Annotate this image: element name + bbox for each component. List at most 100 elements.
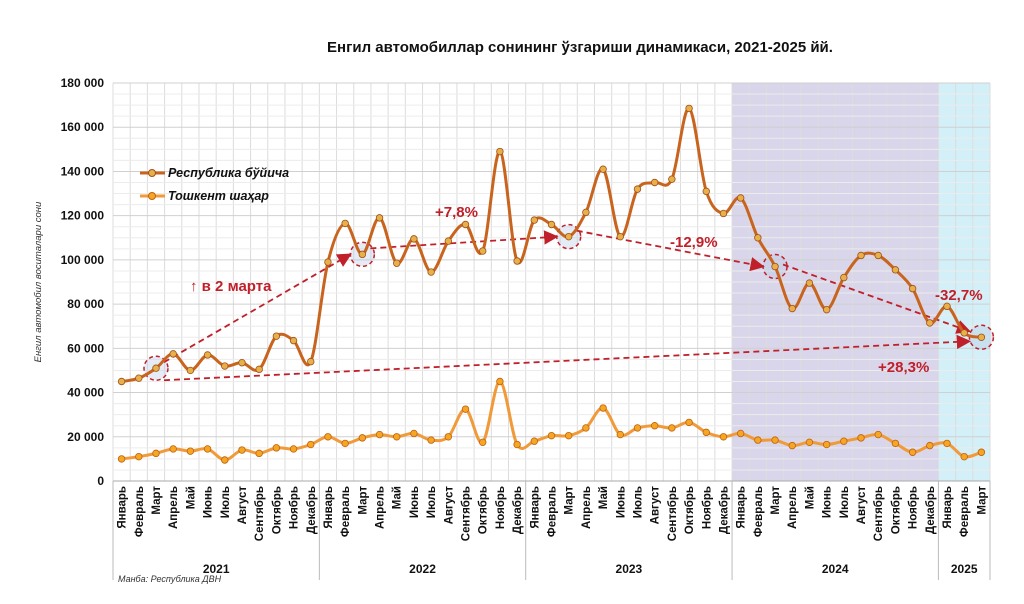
data-point <box>479 438 487 447</box>
data-point <box>805 438 814 447</box>
x-tick-label-month: Январь <box>736 486 748 529</box>
x-tick-label-month: Октябрь <box>684 486 696 534</box>
data-point <box>668 175 676 183</box>
x-tick-label-month: Август <box>237 486 249 525</box>
data-point <box>702 187 710 196</box>
y-tick-label: 180 000 <box>61 76 105 90</box>
data-point <box>805 279 814 287</box>
data-point <box>461 405 470 413</box>
data-point <box>255 449 263 458</box>
data-point <box>324 433 332 441</box>
data-point <box>530 216 539 224</box>
data-point <box>754 234 762 242</box>
x-tick-label-month: Март <box>151 486 163 515</box>
data-point <box>943 302 951 311</box>
data-point <box>857 251 865 260</box>
data-point <box>926 319 934 327</box>
x-tick-label-month: Март <box>770 486 782 515</box>
data-point <box>857 434 865 442</box>
data-point <box>719 433 728 441</box>
data-point <box>702 428 710 437</box>
data-point <box>840 273 848 282</box>
data-point <box>599 165 607 173</box>
trend-arrow <box>163 253 352 364</box>
data-point <box>307 357 315 366</box>
trend-arrow <box>576 229 765 272</box>
data-point <box>668 424 676 432</box>
data-point <box>926 441 934 450</box>
x-tick-label-month: Февраль <box>340 486 352 537</box>
x-tick-label-month: Ноябрь <box>908 486 920 529</box>
data-point <box>685 104 693 113</box>
data-point <box>822 305 831 314</box>
data-point <box>272 332 281 340</box>
x-tick-label-month: Декабрь <box>925 486 937 534</box>
x-tick-label-month: Апрель <box>375 486 387 529</box>
data-point <box>169 445 177 453</box>
data-point <box>117 377 126 386</box>
x-tick-label-month: Июль <box>839 486 851 518</box>
data-point <box>375 214 384 222</box>
legend: Республика бўйича Тошкент шаҳар <box>140 166 289 203</box>
x-tick-label-month: Январь <box>323 486 335 529</box>
x-tick-label-month: Июнь <box>203 486 215 518</box>
x-tick-label-month: Декабрь <box>512 486 524 534</box>
y-tick-label: 20 000 <box>67 430 104 444</box>
x-tick-label-month: Сентябрь <box>254 486 266 541</box>
data-point <box>943 439 951 448</box>
x-tick-label-month: Ноябрь <box>495 486 507 529</box>
data-point <box>633 185 642 193</box>
data-point <box>616 430 624 439</box>
data-point <box>324 258 332 266</box>
data-point <box>152 364 160 372</box>
data-point <box>341 439 349 448</box>
data-point <box>358 434 367 442</box>
x-tick-label-month: Январь <box>942 486 954 529</box>
data-point <box>135 374 143 382</box>
x-tick-label-month: Июнь <box>409 486 421 518</box>
data-point <box>564 431 573 440</box>
data-point <box>221 456 229 464</box>
x-tick-label-month: Январь <box>529 486 541 529</box>
data-point <box>977 448 986 456</box>
annotation-label: ↑ в 2 марта <box>190 278 272 295</box>
data-point <box>444 433 453 441</box>
trend-arrow <box>370 230 559 250</box>
data-point <box>255 365 263 374</box>
x-tick-label-month: Январь <box>117 486 129 529</box>
y-tick-label: 100 000 <box>61 253 105 267</box>
data-point <box>633 424 642 432</box>
data-point <box>307 440 315 449</box>
data-point <box>891 266 900 274</box>
y-axis-label: Енгил автомобил воситалари сони <box>33 201 44 362</box>
data-point <box>203 351 212 359</box>
x-tick-label-month: Ноябрь <box>701 486 713 529</box>
x-tick-label-month: Февраль <box>959 486 971 537</box>
data-point <box>496 147 504 156</box>
data-point <box>650 422 659 430</box>
y-tick-label: 140 000 <box>61 164 105 178</box>
x-tick-label-month: Февраль <box>753 486 765 537</box>
data-point <box>840 437 848 445</box>
y-tick-label: 80 000 <box>67 297 104 311</box>
data-point <box>358 250 367 259</box>
data-point <box>582 424 590 432</box>
data-point <box>960 452 968 461</box>
x-tick-label-month: Май <box>804 486 816 509</box>
data-point <box>564 232 573 241</box>
data-point <box>960 329 968 337</box>
x-tick-label-month: Февраль <box>134 486 146 537</box>
data-point <box>908 284 917 293</box>
data-point <box>685 418 693 427</box>
data-point <box>788 304 796 313</box>
x-tick-label-month: Август <box>650 486 662 525</box>
legend-label-republic: Республика бўйича <box>168 166 289 180</box>
data-point <box>530 437 539 445</box>
annotation-label: -12,9% <box>670 234 718 251</box>
data-point <box>410 429 418 438</box>
data-point <box>513 257 521 265</box>
x-tick-label-month: Июль <box>426 486 438 518</box>
annotation-label: +28,3% <box>878 359 929 376</box>
x-tick-label-year: 2021 <box>203 562 230 576</box>
legend-marker-republic <box>148 169 156 177</box>
